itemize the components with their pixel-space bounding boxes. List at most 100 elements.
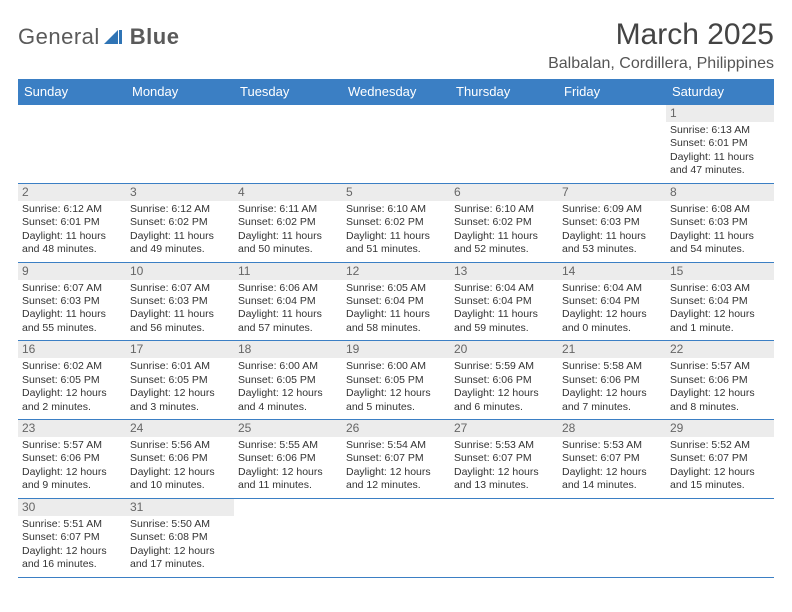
day-ss: Sunset: 6:03 PM	[670, 216, 770, 229]
day-ss: Sunset: 6:02 PM	[130, 216, 230, 229]
day-info: Sunrise: 5:55 AMSunset: 6:06 PMDaylight:…	[238, 439, 338, 493]
day-sr: Sunrise: 5:50 AM	[130, 518, 230, 531]
day-dl: Daylight: 11 hours and 49 minutes.	[130, 230, 230, 257]
day-ss: Sunset: 6:05 PM	[22, 374, 122, 387]
day-ss: Sunset: 6:05 PM	[130, 374, 230, 387]
day-number: 8	[666, 184, 774, 201]
day-sr: Sunrise: 5:55 AM	[238, 439, 338, 452]
calendar-cell	[342, 499, 450, 577]
calendar-cell: 9Sunrise: 6:07 AMSunset: 6:03 PMDaylight…	[18, 263, 126, 341]
day-number: 19	[342, 341, 450, 358]
day-ss: Sunset: 6:07 PM	[670, 452, 770, 465]
day-ss: Sunset: 6:03 PM	[130, 295, 230, 308]
calendar-cell: 12Sunrise: 6:05 AMSunset: 6:04 PMDayligh…	[342, 263, 450, 341]
day-dl: Daylight: 12 hours and 7 minutes.	[562, 387, 662, 414]
day-info: Sunrise: 6:04 AMSunset: 6:04 PMDaylight:…	[454, 282, 554, 336]
day-ss: Sunset: 6:03 PM	[562, 216, 662, 229]
header: General Blue March 2025 Balbalan, Cordil…	[18, 18, 774, 73]
calendar-week: 30Sunrise: 5:51 AMSunset: 6:07 PMDayligh…	[18, 499, 774, 578]
calendar-cell: 24Sunrise: 5:56 AMSunset: 6:06 PMDayligh…	[126, 420, 234, 498]
day-sr: Sunrise: 6:12 AM	[22, 203, 122, 216]
calendar-cell: 26Sunrise: 5:54 AMSunset: 6:07 PMDayligh…	[342, 420, 450, 498]
day-sr: Sunrise: 5:54 AM	[346, 439, 446, 452]
day-number: 2	[18, 184, 126, 201]
calendar-cell: 7Sunrise: 6:09 AMSunset: 6:03 PMDaylight…	[558, 184, 666, 262]
calendar-cell	[666, 499, 774, 577]
day-ss: Sunset: 6:06 PM	[238, 452, 338, 465]
day-sr: Sunrise: 5:52 AM	[670, 439, 770, 452]
day-number: 7	[558, 184, 666, 201]
day-dl: Daylight: 12 hours and 1 minute.	[670, 308, 770, 335]
day-number: 20	[450, 341, 558, 358]
dow-sun: Sunday	[18, 79, 126, 105]
day-number: 15	[666, 263, 774, 280]
day-number: 16	[18, 341, 126, 358]
dow-mon: Monday	[126, 79, 234, 105]
calendar-cell: 28Sunrise: 5:53 AMSunset: 6:07 PMDayligh…	[558, 420, 666, 498]
day-sr: Sunrise: 6:10 AM	[346, 203, 446, 216]
day-info: Sunrise: 5:58 AMSunset: 6:06 PMDaylight:…	[562, 360, 662, 414]
day-number: 28	[558, 420, 666, 437]
day-dl: Daylight: 11 hours and 51 minutes.	[346, 230, 446, 257]
day-info: Sunrise: 6:03 AMSunset: 6:04 PMDaylight:…	[670, 282, 770, 336]
day-ss: Sunset: 6:05 PM	[346, 374, 446, 387]
day-dl: Daylight: 11 hours and 54 minutes.	[670, 230, 770, 257]
day-ss: Sunset: 6:01 PM	[22, 216, 122, 229]
dow-sat: Saturday	[666, 79, 774, 105]
day-dl: Daylight: 12 hours and 6 minutes.	[454, 387, 554, 414]
day-sr: Sunrise: 6:04 AM	[562, 282, 662, 295]
day-info: Sunrise: 5:59 AMSunset: 6:06 PMDaylight:…	[454, 360, 554, 414]
day-info: Sunrise: 6:04 AMSunset: 6:04 PMDaylight:…	[562, 282, 662, 336]
calendar-cell	[558, 499, 666, 577]
day-number: 12	[342, 263, 450, 280]
calendar: Sunday Monday Tuesday Wednesday Thursday…	[18, 79, 774, 578]
day-sr: Sunrise: 6:10 AM	[454, 203, 554, 216]
day-sr: Sunrise: 6:04 AM	[454, 282, 554, 295]
day-dl: Daylight: 11 hours and 55 minutes.	[22, 308, 122, 335]
day-number: 14	[558, 263, 666, 280]
day-sr: Sunrise: 5:57 AM	[670, 360, 770, 373]
day-dl: Daylight: 11 hours and 57 minutes.	[238, 308, 338, 335]
dow-wed: Wednesday	[342, 79, 450, 105]
day-ss: Sunset: 6:06 PM	[562, 374, 662, 387]
day-number: 17	[126, 341, 234, 358]
day-dl: Daylight: 12 hours and 11 minutes.	[238, 466, 338, 493]
calendar-cell	[342, 105, 450, 183]
calendar-cell: 10Sunrise: 6:07 AMSunset: 6:03 PMDayligh…	[126, 263, 234, 341]
day-ss: Sunset: 6:04 PM	[562, 295, 662, 308]
calendar-cell: 29Sunrise: 5:52 AMSunset: 6:07 PMDayligh…	[666, 420, 774, 498]
day-dl: Daylight: 11 hours and 52 minutes.	[454, 230, 554, 257]
calendar-cell: 23Sunrise: 5:57 AMSunset: 6:06 PMDayligh…	[18, 420, 126, 498]
day-dl: Daylight: 12 hours and 12 minutes.	[346, 466, 446, 493]
day-info: Sunrise: 6:01 AMSunset: 6:05 PMDaylight:…	[130, 360, 230, 414]
dow-fri: Friday	[558, 79, 666, 105]
day-ss: Sunset: 6:02 PM	[346, 216, 446, 229]
day-info: Sunrise: 6:08 AMSunset: 6:03 PMDaylight:…	[670, 203, 770, 257]
day-dl: Daylight: 11 hours and 58 minutes.	[346, 308, 446, 335]
day-number: 6	[450, 184, 558, 201]
day-ss: Sunset: 6:07 PM	[346, 452, 446, 465]
day-info: Sunrise: 6:06 AMSunset: 6:04 PMDaylight:…	[238, 282, 338, 336]
calendar-cell: 19Sunrise: 6:00 AMSunset: 6:05 PMDayligh…	[342, 341, 450, 419]
day-number: 18	[234, 341, 342, 358]
calendar-cell: 2Sunrise: 6:12 AMSunset: 6:01 PMDaylight…	[18, 184, 126, 262]
calendar-cell: 30Sunrise: 5:51 AMSunset: 6:07 PMDayligh…	[18, 499, 126, 577]
day-dl: Daylight: 12 hours and 3 minutes.	[130, 387, 230, 414]
calendar-cell	[450, 499, 558, 577]
day-sr: Sunrise: 6:02 AM	[22, 360, 122, 373]
calendar-cell: 1Sunrise: 6:13 AMSunset: 6:01 PMDaylight…	[666, 105, 774, 183]
calendar-cell: 17 Sunrise: 6:01 AMSunset: 6:05 PMDayligh…	[126, 341, 234, 419]
calendar-cell	[234, 499, 342, 577]
day-sr: Sunrise: 5:56 AM	[130, 439, 230, 452]
calendar-week: 23Sunrise: 5:57 AMSunset: 6:06 PMDayligh…	[18, 420, 774, 499]
day-info: Sunrise: 6:13 AMSunset: 6:01 PMDaylight:…	[670, 124, 770, 178]
day-number: 29	[666, 420, 774, 437]
day-dl: Daylight: 11 hours and 56 minutes.	[130, 308, 230, 335]
calendar-cell: 3Sunrise: 6:12 AMSunset: 6:02 PMDaylight…	[126, 184, 234, 262]
day-ss: Sunset: 6:07 PM	[454, 452, 554, 465]
day-ss: Sunset: 6:02 PM	[238, 216, 338, 229]
day-sr: Sunrise: 6:07 AM	[22, 282, 122, 295]
calendar-cell: 22Sunrise: 5:57 AMSunset: 6:06 PMDayligh…	[666, 341, 774, 419]
day-number: 31	[126, 499, 234, 516]
day-ss: Sunset: 6:07 PM	[562, 452, 662, 465]
